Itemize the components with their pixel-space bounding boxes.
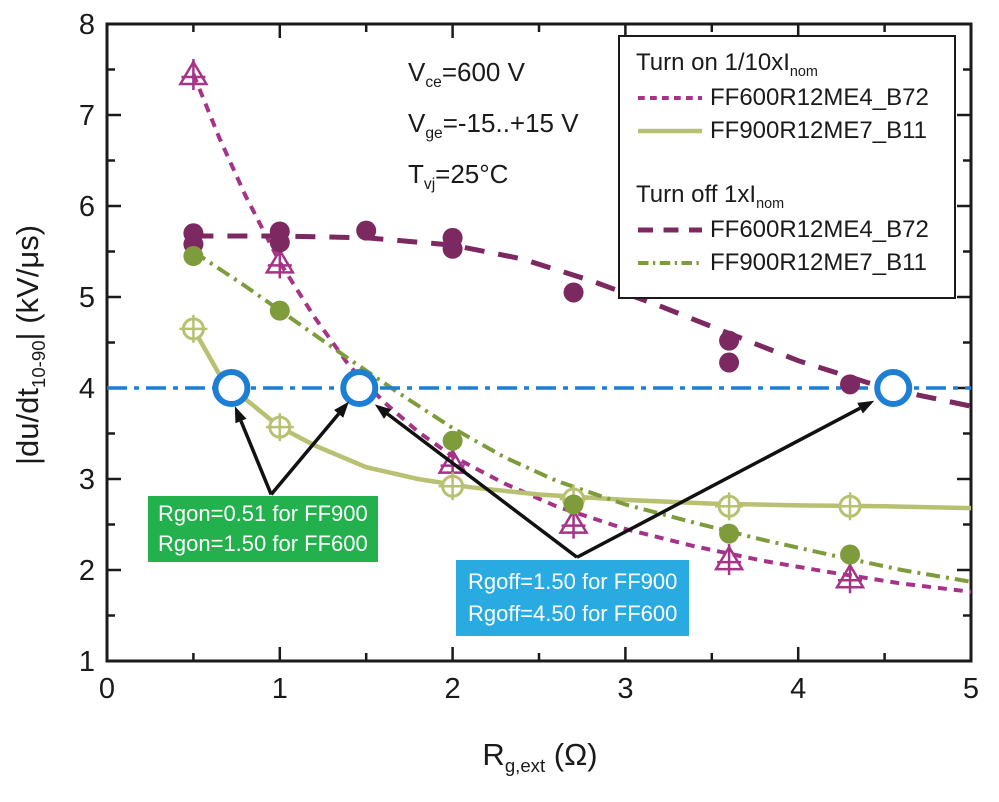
legend-entry-turn-on-ff900: FF900R12ME7_B11 — [636, 114, 954, 147]
legend-line-sample-icon — [636, 119, 704, 143]
test-conditions: Vce=600 V Vge=-15..+15 V Tvj=25°C — [408, 52, 579, 206]
arrow-line — [239, 420, 273, 496]
operating-point-circle — [874, 369, 913, 407]
arrow-line — [269, 412, 340, 496]
data-point-toff_ff900 — [183, 246, 204, 267]
y-axis-label: |du/dt10-90| (kV/μs) — [10, 225, 50, 465]
x-tick-label: 1 — [272, 673, 288, 705]
series-curve-ton_ff900 — [191, 327, 972, 511]
data-point-ton_ff600 — [713, 544, 745, 571]
data-point-toff_ff900 — [840, 544, 861, 565]
legend-entry-turn-off-ff900: FF900R12ME7_B11 — [636, 246, 954, 279]
data-point-ton_ff600 — [558, 508, 589, 534]
x-tick-label: 4 — [790, 673, 806, 705]
data-point-toff_ff600 — [442, 238, 463, 259]
data-point-toff_ff900 — [442, 430, 463, 451]
condition-line-vce: Vce=600 V — [408, 57, 525, 92]
rgon-line-2: Rgon=1.50 for FF600 — [158, 531, 368, 556]
x-tick-label: 3 — [617, 673, 633, 705]
x-tick-label: 2 — [445, 673, 461, 705]
x-axis-label-post: (Ω) — [545, 736, 598, 772]
condition-line-tvj: Tvj=25°C — [408, 159, 509, 194]
axis-ticks — [105, 22, 973, 663]
x-axis-label-pre: R — [482, 736, 505, 772]
data-point-toff_ff600 — [269, 232, 290, 253]
data-point-toff_ff600 — [840, 374, 861, 395]
series-curve-toff_ff900 — [192, 249, 972, 584]
condition-line-vge: Vge=-15..+15 V — [408, 108, 579, 143]
legend: Turn on 1/10xInom FF600R12ME4_B72 FF900R… — [618, 35, 956, 299]
y-tick-label: 7 — [79, 100, 95, 132]
arrow-head — [857, 400, 875, 414]
y-tick-label: 2 — [79, 555, 95, 587]
legend-group-turn-on-title: Turn on 1/10xInom — [636, 49, 818, 80]
legend-line-sample-icon — [636, 251, 704, 275]
legend-entry-label: FF600R12ME4_B72 — [710, 216, 929, 243]
rgoff-line-2: Rgoff=4.50 for FF600 — [468, 601, 678, 626]
legend-spacer — [636, 147, 954, 177]
data-point-toff_ff900 — [269, 300, 290, 321]
legend-entry-turn-off-ff600: FF600R12ME4_B72 — [636, 213, 954, 246]
y-tick-label: 3 — [79, 464, 95, 496]
arrow-head — [334, 401, 349, 418]
legend-line-sample-icon — [636, 218, 704, 242]
operating-point-circle — [212, 369, 251, 407]
data-point-ton_ff600 — [264, 247, 295, 274]
y-axis-label-pre: |du/dt — [9, 388, 45, 466]
legend-entry-label: FF600R12ME4_B72 — [710, 84, 929, 111]
y-tick-label: 4 — [79, 373, 95, 405]
x-axis-label-sub: g,ext — [504, 755, 546, 777]
x-tick-label: 0 — [99, 673, 115, 705]
data-point-toff_ff600 — [719, 352, 740, 373]
rgoff-annotation-box: Rgoff=1.50 for FF900 Rgoff=4.50 for FF60… — [456, 560, 690, 636]
arrow-line — [386, 412, 579, 559]
arrow-head — [234, 406, 247, 424]
arrow-head — [374, 404, 392, 419]
y-tick-label: 5 — [79, 282, 95, 314]
x-axis-label: Rg,ext (Ω) — [482, 737, 597, 777]
legend-entry-label: FF900R12ME7_B11 — [710, 117, 928, 144]
operating-point-circle — [340, 369, 379, 407]
data-point-ton_ff600 — [178, 59, 209, 86]
y-axis-label-sub: 10-90 — [28, 340, 50, 389]
data-point-toff_ff600 — [719, 330, 740, 351]
legend-entry-label: FF900R12ME7_B11 — [710, 249, 928, 276]
rgoff-line-1: Rgoff=1.50 for FF900 — [468, 569, 678, 594]
data-point-toff_ff900 — [719, 523, 740, 544]
series-markers-ton_ff900 — [179, 314, 865, 521]
data-point-ton_ff600 — [834, 562, 866, 589]
legend-line-sample-icon — [636, 86, 704, 110]
annotation-arrows — [234, 400, 875, 559]
legend-group-turn-off-title: Turn off 1xInom — [636, 181, 785, 212]
y-tick-label: 1 — [79, 646, 95, 678]
x-tick-label: 5 — [963, 673, 979, 705]
y-axis-label-post: | (kV/μs) — [9, 224, 45, 341]
series-markers-toff_ff900 — [183, 246, 861, 565]
legend-entry-turn-on-ff600: FF600R12ME4_B72 — [636, 81, 954, 114]
rgon-annotation-box: Rgon=0.51 for FF900 Rgon=1.50 for FF600 — [148, 496, 378, 562]
rgon-line-1: Rgon=0.51 for FF900 — [158, 501, 368, 526]
data-point-toff_ff600 — [563, 282, 584, 303]
y-tick-label: 6 — [79, 191, 95, 223]
data-point-toff_ff600 — [356, 220, 377, 241]
arrow-line — [576, 406, 861, 559]
operating-point-circles — [212, 369, 913, 407]
y-tick-label: 8 — [79, 9, 95, 41]
data-point-toff_ff900 — [563, 494, 584, 515]
